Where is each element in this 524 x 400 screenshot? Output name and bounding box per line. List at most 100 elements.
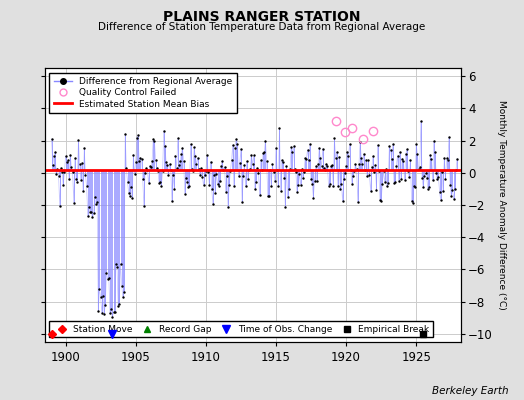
Point [310, 177, 319, 184]
Point [295, 171, 303, 177]
Point [230, 183, 238, 189]
Point [273, 167, 281, 174]
Point [154, 168, 162, 174]
Point [307, 176, 315, 182]
Point [285, 186, 293, 192]
Point [444, 157, 452, 163]
Point [389, 141, 397, 148]
Point [128, 195, 136, 201]
Point [289, 143, 298, 150]
Point [210, 172, 218, 178]
Point [312, 163, 320, 170]
Point [391, 179, 399, 185]
Point [145, 180, 153, 186]
Point [401, 151, 410, 158]
Point [434, 174, 443, 180]
Point [361, 167, 369, 173]
Point [450, 196, 458, 202]
Point [278, 157, 286, 163]
Point [323, 163, 332, 169]
Point [375, 168, 383, 174]
Point [440, 154, 449, 161]
Point [301, 155, 309, 161]
Point [160, 127, 168, 134]
Point [448, 187, 456, 193]
Point [402, 146, 411, 152]
Point [373, 187, 381, 193]
Point [138, 175, 147, 182]
Point [74, 137, 83, 144]
Point [246, 165, 255, 172]
Point [320, 165, 328, 171]
Point [406, 157, 414, 164]
Point [354, 199, 362, 205]
Point [110, 309, 118, 316]
Point [243, 158, 251, 164]
Point [166, 161, 174, 167]
Point [116, 260, 125, 267]
Point [390, 180, 398, 186]
Point [155, 180, 163, 186]
Point [329, 183, 337, 189]
Point [150, 138, 159, 144]
Point [432, 170, 440, 176]
Point [101, 302, 110, 308]
Text: PLAINS RANGER STATION: PLAINS RANGER STATION [163, 10, 361, 24]
Point [231, 144, 239, 151]
Point [287, 144, 296, 150]
Point [212, 170, 221, 177]
Point [358, 161, 367, 167]
Point [383, 183, 391, 189]
Point [436, 197, 445, 204]
Point [151, 156, 160, 163]
Point [378, 180, 387, 187]
Point [265, 192, 273, 199]
Point [137, 155, 146, 162]
Legend: Station Move, Record Gap, Time of Obs. Change, Empirical Break: Station Move, Record Gap, Time of Obs. C… [49, 321, 433, 338]
Point [420, 173, 429, 179]
Point [340, 176, 348, 182]
Point [192, 161, 201, 167]
Point [224, 203, 232, 210]
Point [414, 166, 423, 172]
Point [277, 187, 285, 194]
Point [421, 170, 430, 176]
Point [348, 180, 356, 187]
Point [238, 199, 246, 206]
Point [58, 169, 66, 175]
Point [344, 152, 353, 159]
Point [282, 163, 291, 169]
Point [103, 276, 112, 282]
Point [245, 167, 253, 174]
Point [252, 179, 260, 186]
Point [171, 152, 180, 159]
Point [342, 163, 351, 169]
Point [441, 176, 450, 183]
Point [79, 188, 88, 195]
Point [60, 169, 69, 176]
Point [362, 157, 370, 163]
Point [272, 144, 280, 151]
Point [156, 179, 165, 185]
Point [370, 168, 378, 175]
Point [170, 186, 179, 192]
Point [189, 168, 197, 174]
Point [134, 132, 142, 138]
Point [266, 167, 275, 173]
Point [204, 169, 212, 176]
Point [427, 156, 435, 162]
Point [337, 181, 346, 187]
Point [413, 151, 422, 157]
Point [274, 183, 282, 190]
Point [331, 155, 340, 161]
Point [77, 176, 85, 183]
Point [199, 182, 208, 188]
Point [371, 162, 379, 168]
Point [283, 194, 292, 200]
Point [321, 167, 329, 173]
Point [281, 204, 290, 210]
Point [407, 197, 416, 204]
Point [50, 153, 58, 159]
Point [232, 136, 241, 142]
Point [95, 286, 104, 292]
